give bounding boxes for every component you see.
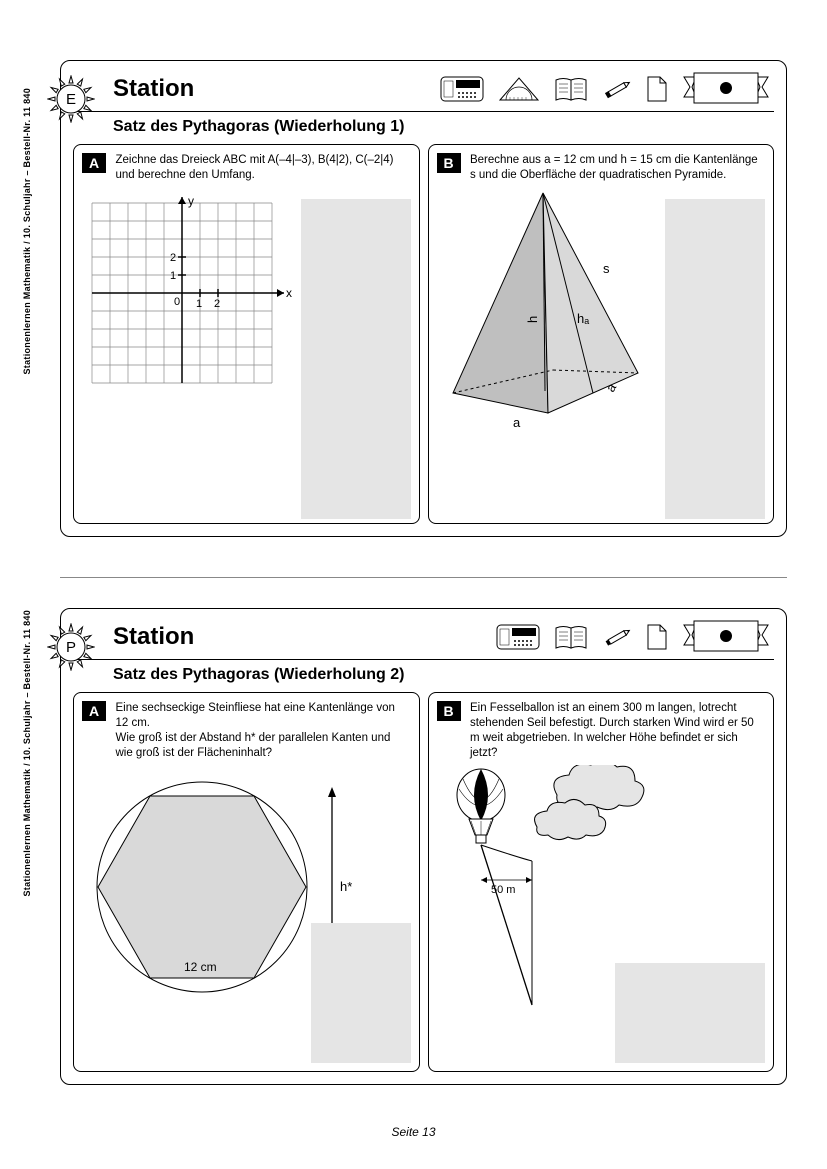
page-divider xyxy=(60,577,787,578)
pyramid-diagram: h s hₐ a a xyxy=(437,187,667,427)
task-b-card2: B Ein Fesselballon ist an einem 300 m la… xyxy=(428,692,775,1072)
station-title: Station xyxy=(113,75,194,103)
book-icon xyxy=(554,76,588,102)
tool-icons-row xyxy=(200,69,774,109)
station-card-p: P Station Satz des Pythagoras (Wiederhol… xyxy=(60,608,787,1085)
svg-text:h: h xyxy=(525,316,540,323)
page-icon xyxy=(646,623,668,651)
svg-text:s: s xyxy=(603,261,610,276)
task-b-card1: B Berechne aus a = 12 cm und h = 15 cm d… xyxy=(428,144,775,524)
protractor-icon xyxy=(498,76,540,102)
svg-text:2: 2 xyxy=(170,252,176,264)
task-text-b1: Berechne aus a = 12 cm und h = 15 cm die… xyxy=(470,153,765,183)
svg-text:a: a xyxy=(513,415,521,427)
page-footer: Seite 13 xyxy=(40,1125,787,1139)
task-a-card1: A Zeichne das Dreieck ABC mit A(–4|–3), … xyxy=(73,144,420,524)
task-text-a2: Eine sechseckige Steinfliese hat eine Ka… xyxy=(115,701,410,761)
sun-badge-icon: P xyxy=(47,623,95,671)
page-icon xyxy=(646,75,668,103)
coordinate-grid: 0 12 12 x y xyxy=(82,191,292,411)
svg-text:0: 0 xyxy=(174,296,180,308)
sidebar-citation-2: Stationenlernen Mathematik / 10. Schulja… xyxy=(22,610,32,897)
task-label-a: A xyxy=(82,153,106,173)
book-icon xyxy=(554,624,588,650)
tool-icons-row-2 xyxy=(200,617,774,657)
svg-text:P: P xyxy=(66,639,76,656)
station-card-e: E Station Satz des Pythagoras (Wiederhol… xyxy=(60,60,787,537)
svg-text:1: 1 xyxy=(196,298,202,310)
svg-text:2: 2 xyxy=(214,298,220,310)
svg-text:h*: h* xyxy=(340,879,352,894)
answer-box-a1 xyxy=(301,199,411,519)
ribbon-flag-icon xyxy=(682,69,770,109)
answer-box-a2 xyxy=(311,923,411,1063)
svg-text:E: E xyxy=(66,91,76,108)
task-text-b2: Ein Fesselballon ist an einem 300 m lang… xyxy=(470,701,765,761)
svg-text:1: 1 xyxy=(170,270,176,282)
pencil-icon xyxy=(602,76,632,102)
task-label-a2: A xyxy=(82,701,106,721)
station-title-2: Station xyxy=(113,623,194,651)
sidebar-citation-1: Stationenlernen Mathematik / 10. Schulja… xyxy=(22,88,32,375)
header-row: Station xyxy=(73,69,774,112)
sun-badge-icon: E xyxy=(47,75,95,123)
worksheet-page: Stationenlernen Mathematik / 10. Schulja… xyxy=(0,0,827,1159)
calculator-icon xyxy=(440,76,484,102)
task-a-card2: A Eine sechseckige Steinfliese hat eine … xyxy=(73,692,420,1072)
task-label-b2: B xyxy=(437,701,461,721)
task-label-b: B xyxy=(437,153,461,173)
svg-text:12 cm: 12 cm xyxy=(184,960,217,974)
task-text-a1: Zeichne das Dreieck ABC mit A(–4|–3), B(… xyxy=(115,153,410,183)
pencil-icon xyxy=(602,624,632,650)
station-subtitle-2: Satz des Pythagoras (Wiederholung 2) xyxy=(113,666,774,684)
svg-text:y: y xyxy=(188,194,194,208)
svg-text:hₐ: hₐ xyxy=(577,311,589,326)
svg-text:x: x xyxy=(286,286,292,300)
calculator-icon xyxy=(496,624,540,650)
svg-text:50 m: 50 m xyxy=(491,884,515,896)
answer-box-b1 xyxy=(665,199,765,519)
ribbon-flag-icon xyxy=(682,617,770,657)
station-subtitle: Satz des Pythagoras (Wiederholung 1) xyxy=(113,118,774,136)
answer-box-b2 xyxy=(615,963,765,1063)
header-row-2: Station xyxy=(73,617,774,660)
